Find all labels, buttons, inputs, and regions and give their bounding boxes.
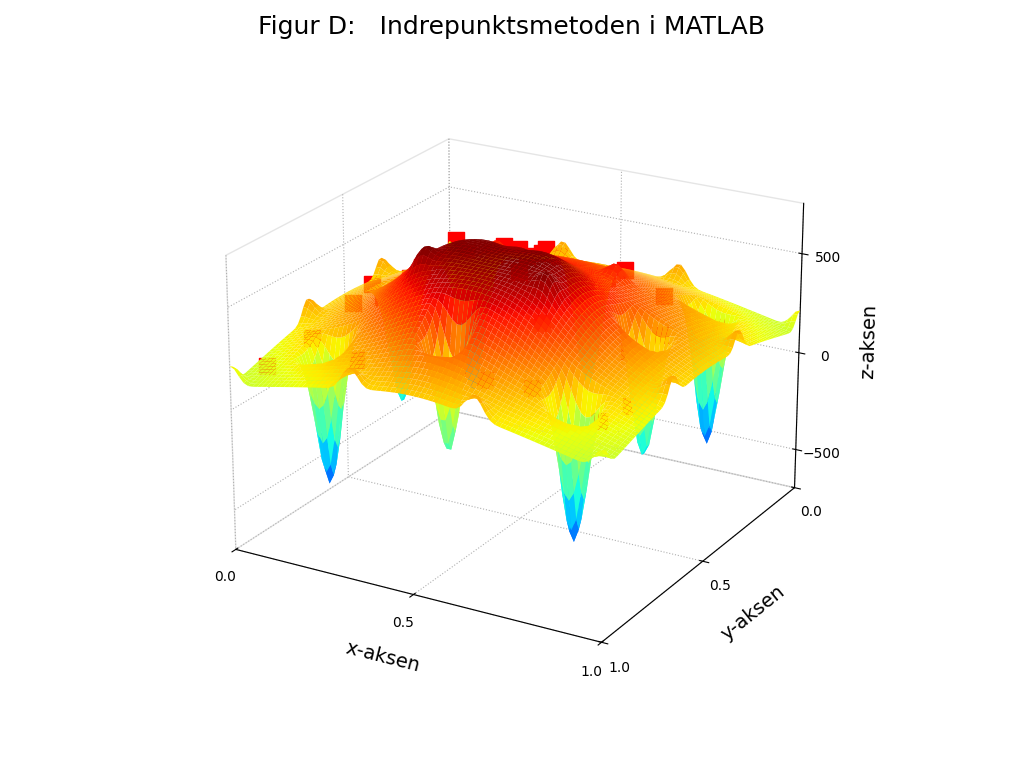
Y-axis label: y-aksen: y-aksen [718,581,788,644]
Title: Figur D:   Indrepunktsmetoden i MATLAB: Figur D: Indrepunktsmetoden i MATLAB [258,15,766,38]
X-axis label: x-aksen: x-aksen [344,638,422,675]
